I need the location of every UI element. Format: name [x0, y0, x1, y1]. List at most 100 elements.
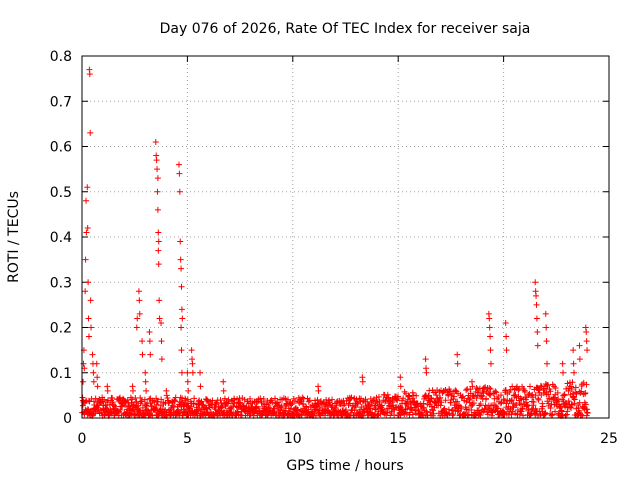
- data-point: [247, 395, 254, 402]
- data-point: [446, 410, 453, 417]
- data-point: [163, 392, 170, 399]
- data-point: [191, 395, 198, 402]
- data-point: [138, 398, 145, 405]
- data-point: [473, 395, 480, 402]
- data-point: [385, 394, 392, 401]
- data-point: [563, 411, 570, 418]
- data-point: [558, 408, 565, 415]
- data-point: [395, 393, 402, 400]
- data-point: [155, 229, 162, 236]
- data-point: [424, 401, 431, 408]
- x-tick-label: 0: [78, 431, 87, 447]
- data-point: [153, 157, 160, 164]
- data-point: [124, 396, 131, 403]
- data-point: [94, 374, 101, 381]
- data-point: [483, 395, 490, 402]
- data-point: [508, 411, 515, 418]
- data-point: [152, 138, 159, 145]
- data-point: [580, 405, 587, 412]
- data-point: [512, 391, 519, 398]
- data-point: [221, 395, 228, 402]
- data-point: [487, 333, 494, 340]
- data-point: [353, 396, 360, 403]
- data-point: [532, 392, 539, 399]
- data-point: [154, 166, 161, 173]
- data-point: [397, 374, 404, 381]
- data-point: [570, 360, 577, 367]
- data-point: [378, 402, 385, 409]
- y-tick-label: 0.3: [50, 275, 72, 291]
- data-point: [515, 387, 522, 394]
- data-point: [288, 401, 295, 408]
- data-point: [576, 342, 583, 349]
- data-point: [410, 398, 417, 405]
- data-point: [220, 378, 227, 385]
- data-point: [178, 324, 185, 331]
- data-point: [508, 397, 515, 404]
- data-point: [230, 403, 237, 410]
- data-point: [146, 338, 153, 345]
- data-point: [458, 405, 465, 412]
- data-point: [569, 379, 576, 386]
- data-point: [533, 315, 540, 322]
- data-point: [527, 383, 534, 390]
- data-point: [167, 406, 174, 413]
- data-point: [559, 360, 566, 367]
- data-point: [343, 406, 350, 413]
- data-point: [220, 387, 227, 394]
- data-point: [294, 406, 301, 413]
- data-point: [475, 389, 482, 396]
- data-point: [272, 395, 279, 402]
- y-tick-label: 0: [63, 411, 72, 427]
- data-point: [567, 383, 574, 390]
- data-point: [577, 390, 584, 397]
- data-point: [453, 401, 460, 408]
- data-point: [175, 161, 182, 168]
- data-point: [552, 384, 559, 391]
- data-point: [503, 333, 510, 340]
- data-point: [441, 405, 448, 412]
- data-point: [177, 256, 184, 263]
- data-point: [459, 393, 466, 400]
- data-point: [533, 301, 540, 308]
- data-point: [83, 197, 90, 204]
- data-point: [571, 396, 578, 403]
- data-point: [269, 399, 276, 406]
- data-point: [545, 391, 552, 398]
- data-point: [470, 400, 477, 407]
- x-axis-ticks: 0 5 10 15 20 25: [78, 56, 618, 447]
- data-point: [141, 396, 148, 403]
- data-point: [544, 382, 551, 389]
- data-point: [139, 351, 146, 358]
- plot-frame: [81, 55, 610, 419]
- data-point: [534, 342, 541, 349]
- data-point: [107, 409, 114, 416]
- data-point: [146, 329, 153, 336]
- data-point: [539, 403, 546, 410]
- data-point: [384, 409, 391, 416]
- data-point: [486, 324, 493, 331]
- data-point: [493, 405, 500, 412]
- data-point: [118, 403, 125, 410]
- data-point: [532, 279, 539, 286]
- data-point: [137, 394, 144, 401]
- data-point: [258, 399, 265, 406]
- data-point: [305, 398, 312, 405]
- data-point: [530, 399, 537, 406]
- data-point: [542, 310, 549, 317]
- data-point: [487, 347, 494, 354]
- data-point: [560, 369, 567, 376]
- y-tick-label: 0.5: [50, 185, 72, 201]
- data-point: [469, 383, 476, 390]
- data-point: [135, 288, 142, 295]
- data-point: [544, 360, 551, 367]
- data-point: [225, 400, 232, 407]
- data-point: [502, 319, 509, 326]
- grid-lines: [82, 56, 609, 418]
- data-point: [82, 256, 89, 263]
- data-point: [430, 410, 437, 417]
- data-point: [516, 400, 523, 407]
- data-point: [85, 333, 92, 340]
- data-point: [185, 387, 192, 394]
- data-point: [87, 297, 94, 304]
